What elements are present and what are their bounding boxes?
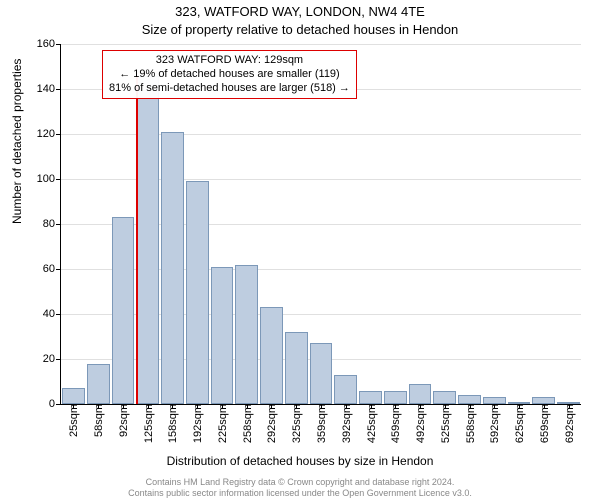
x-tick-label: 125sqm <box>141 404 155 443</box>
x-tick-label: 558sqm <box>463 404 477 443</box>
histogram-bar <box>136 76 159 405</box>
y-tick-label: 80 <box>43 218 61 230</box>
x-tick-label: 525sqm <box>438 404 452 443</box>
x-tick-label: 58sqm <box>91 404 105 437</box>
histogram-bar <box>285 332 308 404</box>
x-tick-label: 192sqm <box>190 404 204 443</box>
histogram-bar <box>334 375 357 404</box>
x-tick-label: 225sqm <box>215 404 229 443</box>
grid-line <box>61 44 581 45</box>
chart-title-line1: 323, WATFORD WAY, LONDON, NW4 4TE <box>0 4 600 19</box>
y-tick-label: 0 <box>49 398 61 410</box>
histogram-bar <box>359 391 382 405</box>
histogram-bar <box>211 267 234 404</box>
histogram-bar <box>458 395 481 404</box>
x-tick-label: 292sqm <box>264 404 278 443</box>
histogram-bar <box>62 388 85 404</box>
histogram-bar <box>433 391 456 405</box>
histogram-bar <box>161 132 184 404</box>
y-tick-label: 60 <box>43 263 61 275</box>
x-tick-label: 492sqm <box>413 404 427 443</box>
x-tick-label: 459sqm <box>388 404 402 443</box>
x-tick-label: 92sqm <box>116 404 130 437</box>
x-axis-label: Distribution of detached houses by size … <box>0 454 600 468</box>
histogram-bar <box>532 397 555 404</box>
callout-line3: 81% of semi-detached houses are larger (… <box>109 82 350 96</box>
y-tick-label: 100 <box>37 173 61 185</box>
x-tick-label: 258sqm <box>240 404 254 443</box>
histogram-bar <box>87 364 110 405</box>
y-tick-label: 140 <box>37 83 61 95</box>
x-tick-label: 425sqm <box>364 404 378 443</box>
histogram-bar <box>186 181 209 404</box>
y-tick-label: 20 <box>43 353 61 365</box>
callout-box: 323 WATFORD WAY: 129sqm ← 19% of detache… <box>102 50 357 99</box>
x-tick-label: 325sqm <box>289 404 303 443</box>
x-tick-label: 659sqm <box>537 404 551 443</box>
histogram-bar <box>409 384 432 404</box>
x-tick-label: 392sqm <box>339 404 353 443</box>
footer-line2: Contains public sector information licen… <box>0 488 600 498</box>
x-tick-label: 359sqm <box>314 404 328 443</box>
y-tick-label: 40 <box>43 308 61 320</box>
x-tick-label: 625sqm <box>512 404 526 443</box>
y-tick-label: 160 <box>37 38 61 50</box>
footer-line1: Contains HM Land Registry data © Crown c… <box>0 477 600 487</box>
x-tick-label: 158sqm <box>165 404 179 443</box>
x-tick-label: 592sqm <box>487 404 501 443</box>
histogram-bar <box>310 343 333 404</box>
x-tick-label: 25sqm <box>66 404 80 437</box>
chart-container: 323, WATFORD WAY, LONDON, NW4 4TE Size o… <box>0 0 600 500</box>
chart-title-line2: Size of property relative to detached ho… <box>0 22 600 37</box>
histogram-bar <box>235 265 258 405</box>
callout-line2: ← 19% of detached houses are smaller (11… <box>109 68 350 82</box>
histogram-bar <box>384 391 407 405</box>
histogram-bar <box>112 217 135 404</box>
y-axis-label: Number of detached properties <box>10 59 24 224</box>
marker-line <box>136 76 138 405</box>
histogram-bar <box>260 307 283 404</box>
callout-line1: 323 WATFORD WAY: 129sqm <box>109 54 350 68</box>
y-tick-label: 120 <box>37 128 61 140</box>
x-tick-label: 692sqm <box>562 404 576 443</box>
footer-attribution: Contains HM Land Registry data © Crown c… <box>0 477 600 498</box>
histogram-bar <box>483 397 506 404</box>
